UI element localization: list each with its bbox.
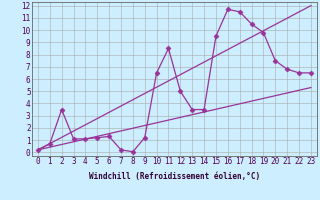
X-axis label: Windchill (Refroidissement éolien,°C): Windchill (Refroidissement éolien,°C)	[89, 172, 260, 181]
